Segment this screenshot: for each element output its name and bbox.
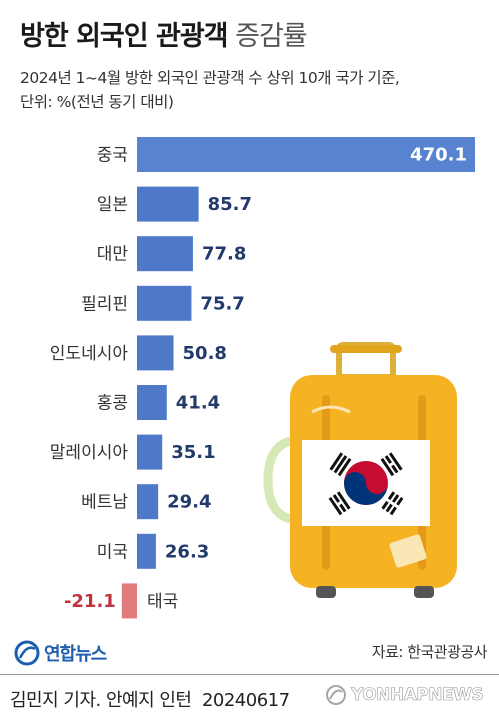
value-label: 85.7 (208, 194, 252, 215)
korean-flag-icon (302, 440, 430, 526)
category-label: 필리핀 (81, 294, 128, 314)
bar-1 (137, 186, 199, 222)
bar-6 (137, 434, 163, 470)
value-label: 77.8 (202, 244, 246, 265)
luggage-tag-string (311, 405, 351, 414)
credit-date: 20240617 (201, 690, 290, 711)
category-label: 베트남 (81, 493, 128, 513)
value-label: -21.1 (64, 591, 116, 612)
credit-names: 김민지 기자. 안예지 인턴 (10, 690, 192, 711)
value-label: 29.4 (167, 492, 211, 513)
bar-2 (137, 236, 193, 272)
credit-line: 김민지 기자. 안예지 인턴 20240617 (10, 686, 290, 712)
value-label: 470.1 (410, 145, 467, 166)
category-label: 일본 (97, 195, 128, 215)
title-bold: 방한 외국인 관광객 (20, 21, 229, 52)
suitcase-sticker (389, 534, 427, 568)
title-light: 증감률 (235, 21, 308, 52)
value-label: 26.3 (165, 541, 209, 562)
source-note: 자료: 한국관광공사 (371, 643, 488, 661)
bar-4 (137, 335, 174, 371)
watermark-text: YONHAPNEWS (351, 685, 484, 706)
bar-5 (137, 385, 167, 420)
subtitle-line1: 2024년 1~4월 방한 외국인 관광객 수 상위 10개 국가 기준, (20, 69, 400, 87)
category-label: 말레이시아 (50, 443, 129, 463)
value-label: 41.4 (176, 393, 220, 414)
category-label: 대만 (97, 245, 129, 265)
bar-3 (137, 285, 192, 321)
suitcase-handle-top (330, 345, 402, 353)
category-label: 홍콩 (97, 394, 128, 414)
bar-9 (121, 583, 137, 619)
category-label: 태국 (147, 592, 178, 612)
bar-0 (137, 137, 475, 172)
yonhap-logo: 연합뉴스 (14, 640, 107, 666)
bar-7 (137, 484, 159, 520)
logo-text: 연합뉴스 (44, 644, 107, 665)
category-label: 미국 (97, 542, 128, 562)
value-label: 35.1 (171, 442, 215, 463)
yonhap-logo-icon (14, 640, 40, 666)
bars-group: 중국 470.1 일본 85.7 대만 77.8 필리핀 75.7 인도네시아 50.8 홍콩 41.… (50, 137, 475, 619)
footer-divider (0, 674, 499, 675)
suitcase-wheel (414, 586, 434, 598)
yonhap-watermark: YONHAPNEWS (325, 684, 484, 706)
chart-subtitle: 2024년 1~4월 방한 외국인 관광객 수 상위 10개 국가 기준, 단위… (20, 66, 400, 114)
suitcase-illustration (263, 342, 457, 598)
suitcase-side-grip (263, 435, 305, 525)
subtitle-line2: 단위: %(전년 동기 대비) (20, 93, 174, 111)
watermark-logo-icon (326, 685, 346, 705)
value-label: 50.8 (183, 343, 227, 364)
value-label: 75.7 (200, 293, 244, 314)
bar-8 (137, 533, 156, 569)
suitcase-wheel (316, 586, 336, 598)
chart-title: 방한 외국인 관광객 증감률 (20, 14, 308, 53)
category-label: 중국 (97, 146, 128, 166)
category-label: 인도네시아 (50, 344, 129, 364)
